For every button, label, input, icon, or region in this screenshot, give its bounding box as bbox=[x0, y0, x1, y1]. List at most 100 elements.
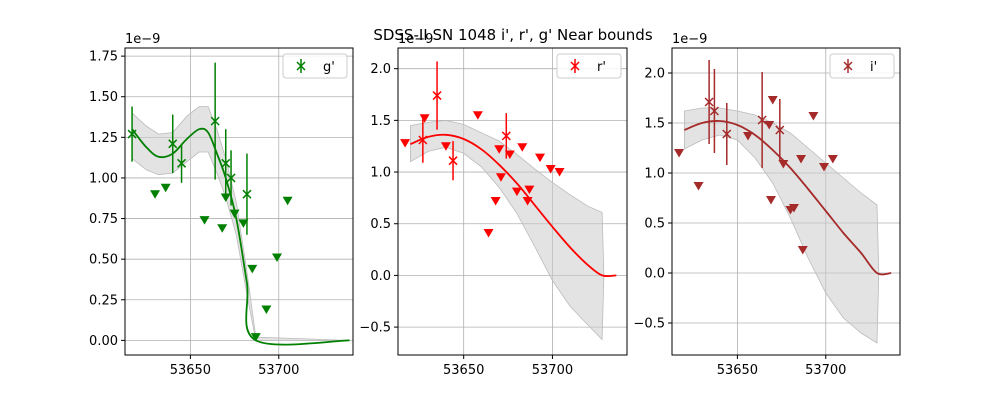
detection-point bbox=[775, 125, 785, 135]
upper-limit-point bbox=[808, 112, 819, 121]
y-tick-label: 0.0 bbox=[370, 269, 391, 284]
upper-limit-point bbox=[511, 187, 522, 197]
upper-limit-point bbox=[282, 196, 293, 206]
axes-frame bbox=[124, 47, 354, 356]
detection-point bbox=[242, 189, 252, 199]
upper-limit-point bbox=[743, 132, 753, 141]
upper-limit-point bbox=[490, 196, 501, 206]
detection-point bbox=[501, 131, 511, 141]
legend-marker bbox=[570, 61, 580, 71]
upper-limit-point bbox=[674, 149, 685, 158]
upper-limit-point bbox=[495, 173, 506, 182]
y-tick-label: 1.5 bbox=[644, 117, 665, 132]
upper-limit-point bbox=[535, 153, 546, 163]
figure-title: SDSS-II SN 1048 i', r', g' Near bounds bbox=[373, 26, 652, 44]
upper-limit-point bbox=[819, 163, 829, 172]
upper-limit-point bbox=[524, 185, 535, 195]
y-exponent-label: 1e−9 bbox=[398, 32, 433, 47]
upper-limit-point bbox=[767, 96, 778, 105]
upper-limit-point bbox=[796, 155, 807, 164]
legend: i' bbox=[829, 53, 895, 79]
upper-limit-point bbox=[217, 224, 228, 233]
detection-point bbox=[709, 106, 719, 116]
detection-point bbox=[432, 91, 442, 101]
upper-limit-point bbox=[419, 114, 430, 123]
upper-limit-point bbox=[827, 155, 838, 164]
legend-label: r' bbox=[597, 60, 606, 75]
upper-limit-point bbox=[400, 139, 411, 148]
detection-point bbox=[226, 173, 236, 183]
y-tick-label: 1.5 bbox=[370, 114, 391, 129]
upper-limit-point bbox=[238, 219, 249, 228]
model-uncertainty-band bbox=[684, 107, 880, 344]
upper-limit-point bbox=[797, 246, 808, 255]
upper-limit-point bbox=[522, 196, 533, 206]
legend-box bbox=[282, 53, 348, 79]
upper-limit-point bbox=[554, 168, 565, 177]
axes-frame bbox=[671, 47, 901, 356]
panel-1: 53650 53700 0.00 0.25 0.50 0.75 1.00 1.25 1.50 1.… bbox=[89, 32, 354, 378]
y-tick-label: 1.00 bbox=[89, 171, 118, 186]
y-tick-label: 1.50 bbox=[89, 90, 118, 105]
panel-2: 53650 53700 −0.5 0.0 0.5 1.0 1.5 2.0 1e−9 r' bbox=[359, 32, 628, 378]
legend-label: g' bbox=[323, 60, 335, 75]
upper-limit-point bbox=[250, 333, 261, 342]
detection-point bbox=[704, 97, 714, 107]
y-tick-label: 0.0 bbox=[644, 267, 665, 282]
upper-limit-point bbox=[788, 204, 799, 213]
upper-limit-point bbox=[778, 160, 789, 169]
upper-limit-point bbox=[229, 209, 240, 219]
y-tick-label: 0.25 bbox=[89, 293, 118, 308]
detection-point bbox=[418, 135, 428, 145]
legend: r' bbox=[556, 53, 622, 79]
y-tick-label: 1.0 bbox=[370, 166, 391, 181]
legend-box bbox=[829, 53, 895, 79]
upper-limit-point bbox=[247, 264, 258, 274]
axes-frame bbox=[397, 47, 628, 356]
detection-point bbox=[221, 158, 231, 168]
detection-point bbox=[177, 158, 187, 168]
x-tick-label: 53650 bbox=[717, 363, 758, 378]
y-tick-label: 1.0 bbox=[644, 167, 665, 182]
upper-limit-point bbox=[765, 196, 776, 205]
detection-point bbox=[168, 139, 178, 149]
x-tick-label: 53700 bbox=[532, 363, 573, 378]
y-exponent-label: 1e−9 bbox=[125, 32, 160, 47]
panel-3: 53650 53700 −0.5 0.0 0.5 1.0 1.5 2.0 1e−9 i' bbox=[633, 32, 901, 378]
upper-limit-point bbox=[199, 216, 210, 225]
model-curve bbox=[410, 133, 617, 278]
y-tick-label: 0.75 bbox=[89, 212, 118, 227]
x-tick-label: 53700 bbox=[805, 363, 846, 378]
y-tick-label: 0.00 bbox=[89, 334, 118, 349]
legend-box bbox=[556, 53, 622, 79]
upper-limit-point bbox=[472, 111, 483, 120]
upper-limit-point bbox=[220, 193, 231, 202]
legend-marker bbox=[843, 61, 853, 71]
model-curve bbox=[684, 120, 892, 276]
model-uncertainty-band bbox=[410, 119, 605, 341]
y-tick-label: 0.50 bbox=[89, 253, 118, 268]
x-tick-label: 53650 bbox=[170, 363, 211, 378]
upper-limit-point bbox=[545, 164, 556, 174]
detection-point bbox=[127, 129, 137, 139]
upper-limit-point bbox=[440, 142, 451, 151]
grid bbox=[125, 48, 353, 355]
y-tick-label: −0.5 bbox=[359, 321, 391, 336]
detection-point bbox=[448, 156, 458, 166]
legend-marker bbox=[296, 61, 306, 71]
y-tick-label: −0.5 bbox=[633, 317, 665, 332]
upper-limit-point bbox=[517, 143, 528, 152]
upper-limit-point bbox=[150, 190, 161, 199]
upper-limit-point bbox=[693, 182, 704, 191]
detection-point bbox=[722, 129, 732, 139]
upper-limit-point bbox=[483, 229, 494, 238]
y-exponent-label: 1e−9 bbox=[672, 32, 707, 47]
x-tick-label: 53650 bbox=[443, 363, 484, 378]
x-tick-label: 53700 bbox=[258, 363, 299, 378]
upper-limit-point bbox=[261, 305, 272, 315]
legend: g' bbox=[282, 53, 348, 79]
y-tick-label: 0.5 bbox=[644, 217, 665, 232]
y-tick-label: 0.5 bbox=[370, 217, 391, 232]
y-tick-label: 2.0 bbox=[644, 67, 665, 82]
